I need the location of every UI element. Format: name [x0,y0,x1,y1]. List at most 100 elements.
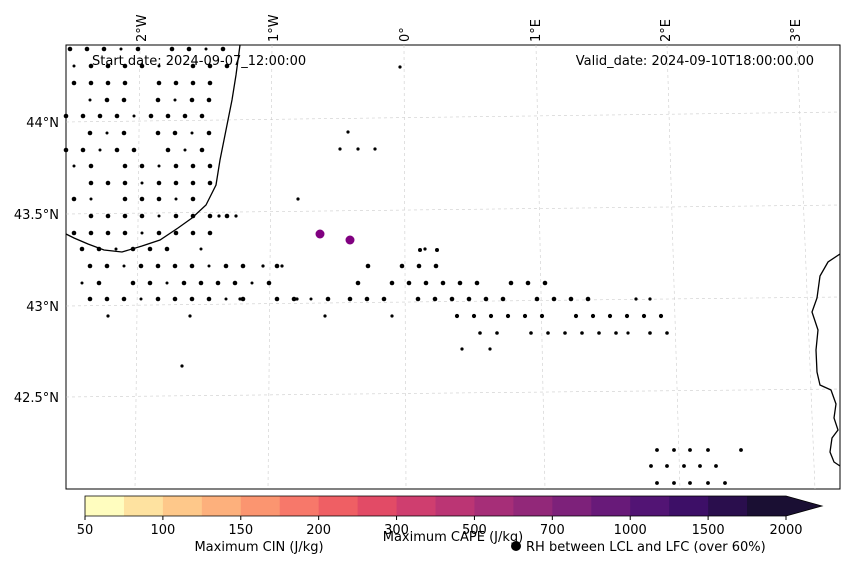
rh-dot [180,364,184,368]
rh-dot [390,314,394,318]
rh-dot [104,263,110,269]
meridian-2e [666,44,681,490]
valid-date-text: Valid_date: 2024-09-10T18:00:00.00 [576,54,814,69]
rh-dot [206,97,212,103]
rh-dot [266,280,272,286]
rh-dot [505,313,511,319]
rh-dot [122,264,126,268]
rh-dot [460,347,464,351]
rh-dot [607,313,613,319]
rh-dot [250,281,254,285]
rh-dot [568,296,574,302]
rh-dot [172,296,178,302]
rh-dot [688,448,692,452]
colorbar-outline [84,495,824,517]
colorbar-segment [747,496,787,516]
rh-dot [122,196,128,202]
rh-dot [449,296,455,302]
rh-dot [172,130,178,136]
rh-dot [739,448,743,452]
rh-dot [206,130,212,136]
rh-dot [157,164,161,168]
rh-dot [96,280,102,286]
rh-dot [207,213,213,219]
rh-dot [84,46,90,52]
rh-dot [155,97,161,103]
rh-dot [71,230,77,236]
rh-dot [199,147,205,153]
rh-dot [119,47,123,51]
rh-dot [101,46,107,52]
rh-dot [440,280,446,286]
coastlines [65,44,841,467]
rh-dot [190,163,196,169]
rh-dot [173,180,179,186]
rh-dot [148,113,154,119]
rh-dot [87,130,93,136]
rh-dot [157,64,161,68]
lon-label: 1°W [267,14,282,42]
rh-dot [698,464,702,468]
rh-dot [546,331,550,335]
rh-dot [240,296,246,302]
rh-dot [658,313,664,319]
colorbar-segment [708,496,748,516]
rh-dot [79,246,85,252]
colorbar-segment [435,496,475,516]
rh-dot [207,264,211,268]
rh-dot [147,246,153,252]
mediterranean-coast [811,253,841,467]
rh-dot [529,331,533,335]
rh-dot [457,280,463,286]
rh-dot [223,263,229,269]
rh-dot [296,197,300,201]
rh-dot [114,113,120,119]
rh-dot [634,297,638,301]
rh-dot [72,164,76,168]
colorbar-segment [85,496,125,516]
colorbar-segment [474,496,514,516]
rh-dot [198,280,204,286]
rh-dot [346,130,350,134]
meridian-0 [403,44,407,490]
rh-dot [416,263,422,269]
rh-dot [199,113,205,119]
rh-dot [433,263,439,269]
rh-dot [71,196,77,202]
lat-label: 44°N [26,116,59,131]
lon-label: 2°E [659,19,674,42]
rh-dot [215,280,221,286]
rh-dot [224,297,228,301]
rh-dot [190,80,196,86]
rh-dot [63,147,69,153]
colorbar-segment [513,496,553,516]
rh-dot [97,113,103,119]
rh-dot [122,230,128,236]
rh-dot [585,296,591,302]
rh-dot [207,230,213,236]
rh-dot [398,65,402,69]
rh-dot [139,196,145,202]
rh-dot [474,280,480,286]
rh-dot [500,296,506,302]
rh-dot [130,280,136,286]
colorbar-tick-label: 1500 [692,523,725,538]
rh-dot [525,280,531,286]
rh-dot [88,63,94,69]
rh-dot [483,296,489,302]
rh-dot [80,113,86,119]
rh-dot [364,296,370,302]
rh-legend-label: RH between LCL and LFC (over 60%) [526,540,766,555]
rh-dot [190,180,196,186]
rh-dot [471,313,477,319]
colorbar-segment [630,496,670,516]
lat-label: 43.5°N [14,208,59,223]
rh-dot [173,163,179,169]
rh-dot [139,297,143,301]
rh-dot [172,263,178,269]
colorbar-ticks: 50 100 150 200 300 500 700 1000 1500 2000 [77,516,803,538]
rh-dot [165,147,171,153]
colorbar-segment [591,496,631,516]
rh-dot [190,196,196,202]
